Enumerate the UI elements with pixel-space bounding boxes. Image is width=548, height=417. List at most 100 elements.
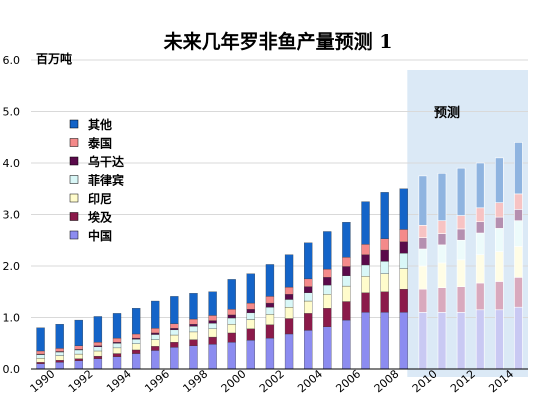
bar-segment bbox=[456, 215, 466, 230]
bar-segment bbox=[437, 312, 447, 370]
bar-segment bbox=[93, 346, 103, 352]
bar-segment bbox=[361, 312, 370, 370]
bar-segment bbox=[227, 279, 236, 310]
bar-segment bbox=[437, 233, 447, 246]
x-tick-label: 2000 bbox=[219, 367, 249, 395]
bar-segment bbox=[437, 244, 447, 264]
bar-segment bbox=[55, 355, 64, 361]
bars bbox=[36, 142, 523, 370]
bar-stack-1994 bbox=[112, 313, 122, 370]
bar-segment bbox=[189, 331, 198, 340]
bar-segment bbox=[437, 173, 447, 221]
bar-stack-2015 bbox=[514, 142, 523, 370]
bar-segment bbox=[112, 343, 122, 349]
x-tick-label: 1996 bbox=[142, 367, 172, 395]
x-tick-label: 1990 bbox=[28, 367, 58, 395]
bar-segment bbox=[399, 268, 408, 290]
bar-segment bbox=[170, 334, 179, 343]
bar-segment bbox=[170, 296, 179, 324]
x-tick-label: 2004 bbox=[295, 367, 325, 395]
x-tick-label: 2008 bbox=[372, 367, 402, 395]
bar-segment bbox=[112, 313, 122, 339]
bar-stack-2005 bbox=[323, 231, 332, 370]
bar-segment bbox=[284, 333, 294, 370]
bar-segment bbox=[323, 231, 332, 270]
bar-segment bbox=[265, 264, 275, 297]
bar-segment bbox=[246, 319, 255, 329]
bar-segment bbox=[265, 296, 275, 304]
bar-segment bbox=[208, 336, 217, 345]
bar-segment bbox=[189, 339, 198, 346]
bar-segment bbox=[170, 342, 179, 348]
legend-swatch bbox=[69, 175, 79, 184]
bar-segment bbox=[495, 309, 504, 370]
bar-segment bbox=[151, 332, 160, 335]
bar-segment bbox=[131, 308, 141, 335]
bar-segment bbox=[514, 142, 523, 195]
bar-segment bbox=[208, 344, 217, 370]
bar-segment bbox=[361, 264, 370, 277]
bar-segment bbox=[380, 273, 389, 292]
bar-stack-2010 bbox=[418, 175, 428, 370]
bar-stack-1992 bbox=[74, 319, 83, 370]
bar-segment bbox=[189, 345, 198, 370]
bar-segment bbox=[475, 221, 485, 234]
bar-segment bbox=[323, 284, 332, 295]
bar-segment bbox=[246, 273, 255, 304]
bar-segment bbox=[55, 351, 64, 356]
bar-stack-2002 bbox=[265, 264, 275, 370]
bar-segment bbox=[323, 326, 332, 370]
bar-segment bbox=[284, 294, 294, 300]
bar-segment bbox=[265, 337, 275, 370]
bar-segment bbox=[74, 360, 83, 370]
x-tick-label: 1992 bbox=[66, 367, 96, 395]
bar-segment bbox=[399, 229, 408, 242]
y-axis-ticks: 0.0 1.0 2.0 3.0 4.0 5.0 6.0 bbox=[3, 54, 21, 376]
bar-segment bbox=[495, 228, 504, 252]
bar-segment bbox=[418, 312, 428, 370]
bar-stack-1995 bbox=[131, 308, 141, 370]
bar-segment bbox=[304, 286, 313, 293]
bar-segment bbox=[151, 350, 160, 370]
bar-segment bbox=[304, 313, 313, 331]
bar-segment bbox=[208, 320, 217, 324]
bar-segment bbox=[475, 309, 485, 370]
bar-segment bbox=[74, 319, 83, 346]
bar-segment bbox=[284, 299, 294, 308]
bar-stack-1990 bbox=[36, 327, 45, 370]
bar-segment bbox=[380, 192, 389, 239]
y-tick-label: 2.0 bbox=[3, 260, 21, 273]
bar-segment bbox=[208, 328, 217, 338]
bar-segment bbox=[246, 309, 255, 314]
bar-segment bbox=[380, 249, 389, 262]
bar-segment bbox=[399, 241, 408, 254]
bar-segment bbox=[418, 248, 428, 267]
bar-segment bbox=[456, 228, 466, 241]
bar-segment bbox=[93, 358, 103, 370]
bar-segment bbox=[36, 358, 45, 363]
legend-swatch bbox=[69, 156, 79, 166]
bar-segment bbox=[227, 342, 236, 370]
bar-segment bbox=[36, 327, 45, 352]
x-tick-label: 2006 bbox=[333, 367, 363, 395]
bar-segment bbox=[456, 239, 466, 261]
bar-segment bbox=[265, 324, 275, 339]
bar-segment bbox=[284, 307, 294, 319]
bar-segment bbox=[227, 332, 236, 343]
bar-segment bbox=[246, 340, 255, 370]
bar-segment bbox=[208, 291, 217, 316]
bar-segment bbox=[495, 202, 504, 218]
bar-segment bbox=[323, 294, 332, 309]
bar-segment bbox=[342, 257, 351, 267]
bar-segment bbox=[284, 318, 294, 335]
bar-segment bbox=[418, 237, 428, 250]
bar-segment bbox=[93, 316, 103, 343]
bar-segment bbox=[342, 275, 351, 287]
bar-segment bbox=[342, 285, 351, 302]
bar-segment bbox=[189, 324, 198, 327]
bar-segment bbox=[342, 319, 351, 370]
bar-segment bbox=[361, 244, 370, 255]
bar-segment bbox=[93, 345, 103, 348]
